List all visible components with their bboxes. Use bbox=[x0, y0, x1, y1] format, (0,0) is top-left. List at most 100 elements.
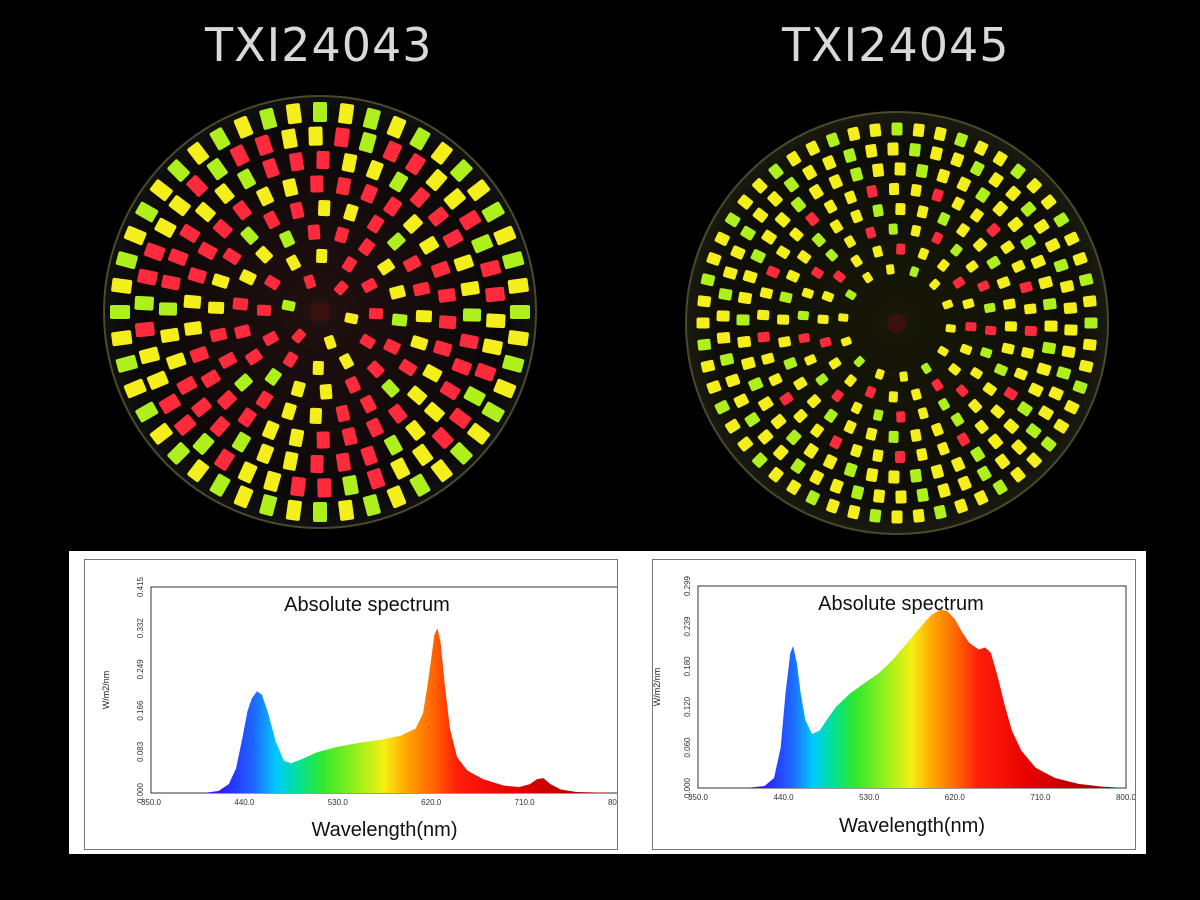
led-chip bbox=[439, 381, 461, 401]
led-chip bbox=[281, 128, 298, 149]
led-chip bbox=[829, 435, 843, 450]
led-chip bbox=[467, 179, 491, 202]
led-chip bbox=[110, 305, 130, 319]
led-chip bbox=[1005, 185, 1021, 202]
led-chip bbox=[1084, 317, 1098, 329]
led-chip bbox=[424, 402, 445, 422]
led-chip bbox=[866, 184, 878, 198]
led-chip bbox=[358, 132, 377, 154]
led-chip bbox=[240, 226, 259, 245]
led-chip bbox=[281, 299, 296, 312]
led-chip bbox=[334, 226, 350, 244]
led-chip bbox=[974, 490, 989, 506]
led-chip bbox=[773, 444, 789, 461]
led-chip bbox=[752, 178, 768, 194]
led-chip bbox=[319, 384, 333, 400]
led-chip bbox=[232, 297, 249, 311]
led-chip bbox=[430, 141, 453, 165]
y-axis-label: W/m2/nm bbox=[653, 668, 662, 707]
led-chip bbox=[956, 223, 970, 238]
led-chip bbox=[415, 309, 433, 323]
led-chip bbox=[805, 140, 820, 156]
led-chip bbox=[239, 269, 257, 286]
led-chip bbox=[931, 422, 944, 437]
y-tick-label: 0.239 bbox=[683, 616, 692, 637]
led-chip bbox=[184, 321, 203, 336]
led-chip bbox=[954, 498, 968, 514]
led-chip bbox=[1017, 401, 1033, 417]
led-chip bbox=[168, 195, 191, 217]
led-chip bbox=[1001, 342, 1015, 355]
led-chip bbox=[920, 362, 932, 375]
led-chip bbox=[1063, 302, 1078, 314]
led-chip bbox=[996, 276, 1011, 289]
y-tick-label: 0.000 bbox=[136, 782, 145, 803]
led-chip bbox=[209, 327, 228, 343]
led-chip bbox=[985, 325, 997, 336]
led-chip bbox=[409, 473, 431, 497]
lamp-photo-left bbox=[103, 95, 537, 529]
led-chip bbox=[307, 224, 321, 240]
led-chip bbox=[896, 243, 906, 255]
led-chip bbox=[383, 338, 401, 355]
led-chip bbox=[285, 103, 302, 125]
led-chip bbox=[742, 270, 758, 284]
led-chip bbox=[783, 357, 798, 370]
led-chip bbox=[1072, 380, 1088, 394]
led-chip bbox=[450, 442, 473, 465]
led-chip bbox=[313, 102, 327, 122]
led-chip bbox=[335, 452, 351, 472]
led-chip bbox=[289, 152, 305, 172]
led-chip bbox=[391, 313, 408, 327]
led-chip bbox=[256, 443, 274, 464]
led-chip bbox=[410, 187, 430, 208]
led-chip bbox=[459, 210, 482, 231]
led-chip bbox=[844, 190, 857, 205]
led-chip bbox=[474, 362, 497, 382]
led-chip bbox=[970, 367, 983, 380]
led-chip bbox=[359, 333, 376, 350]
led-chip bbox=[865, 427, 878, 441]
led-chip bbox=[480, 259, 502, 278]
led-chip bbox=[815, 373, 829, 386]
led-chip bbox=[775, 212, 791, 228]
led-chip bbox=[1053, 212, 1069, 228]
led-chip bbox=[360, 184, 378, 204]
led-chip bbox=[384, 434, 403, 456]
led-chip bbox=[1004, 321, 1017, 332]
led-chip bbox=[850, 167, 864, 182]
led-chip bbox=[366, 160, 384, 181]
led-chip bbox=[449, 407, 472, 429]
led-chip bbox=[342, 475, 359, 496]
led-chip bbox=[383, 196, 403, 217]
led-chip bbox=[282, 351, 299, 368]
led-chip bbox=[872, 163, 885, 178]
led-chip bbox=[973, 237, 987, 252]
led-chip bbox=[382, 140, 403, 163]
led-chip bbox=[179, 223, 201, 243]
led-chip bbox=[1038, 405, 1054, 421]
led-chip bbox=[1056, 366, 1072, 380]
led-chip bbox=[259, 494, 278, 517]
led-chip bbox=[786, 429, 802, 445]
led-chip bbox=[200, 369, 221, 388]
led-chip bbox=[888, 470, 900, 484]
led-chip bbox=[259, 107, 278, 130]
y-tick-label: 0.083 bbox=[136, 741, 145, 762]
led-chip bbox=[1045, 238, 1061, 253]
led-chip bbox=[725, 418, 741, 434]
x-tick-label: 440.0 bbox=[774, 793, 795, 802]
y-tick-label: 0.000 bbox=[683, 777, 692, 798]
led-chip bbox=[192, 432, 215, 455]
led-chip bbox=[467, 422, 491, 445]
led-chip bbox=[986, 255, 1001, 270]
led-chip bbox=[1019, 281, 1033, 294]
x-tick-label: 350.0 bbox=[141, 798, 162, 807]
spectrum-chart-right: 350.0 440.0 530.0 620.0 710.0 800.0 0.000 0.060… bbox=[653, 575, 1135, 837]
led-chip bbox=[844, 235, 856, 248]
led-chip bbox=[912, 508, 925, 523]
led-chip bbox=[211, 273, 230, 289]
led-chip bbox=[786, 269, 800, 283]
led-chip bbox=[388, 403, 408, 424]
x-tick-label: 440.0 bbox=[234, 798, 255, 807]
